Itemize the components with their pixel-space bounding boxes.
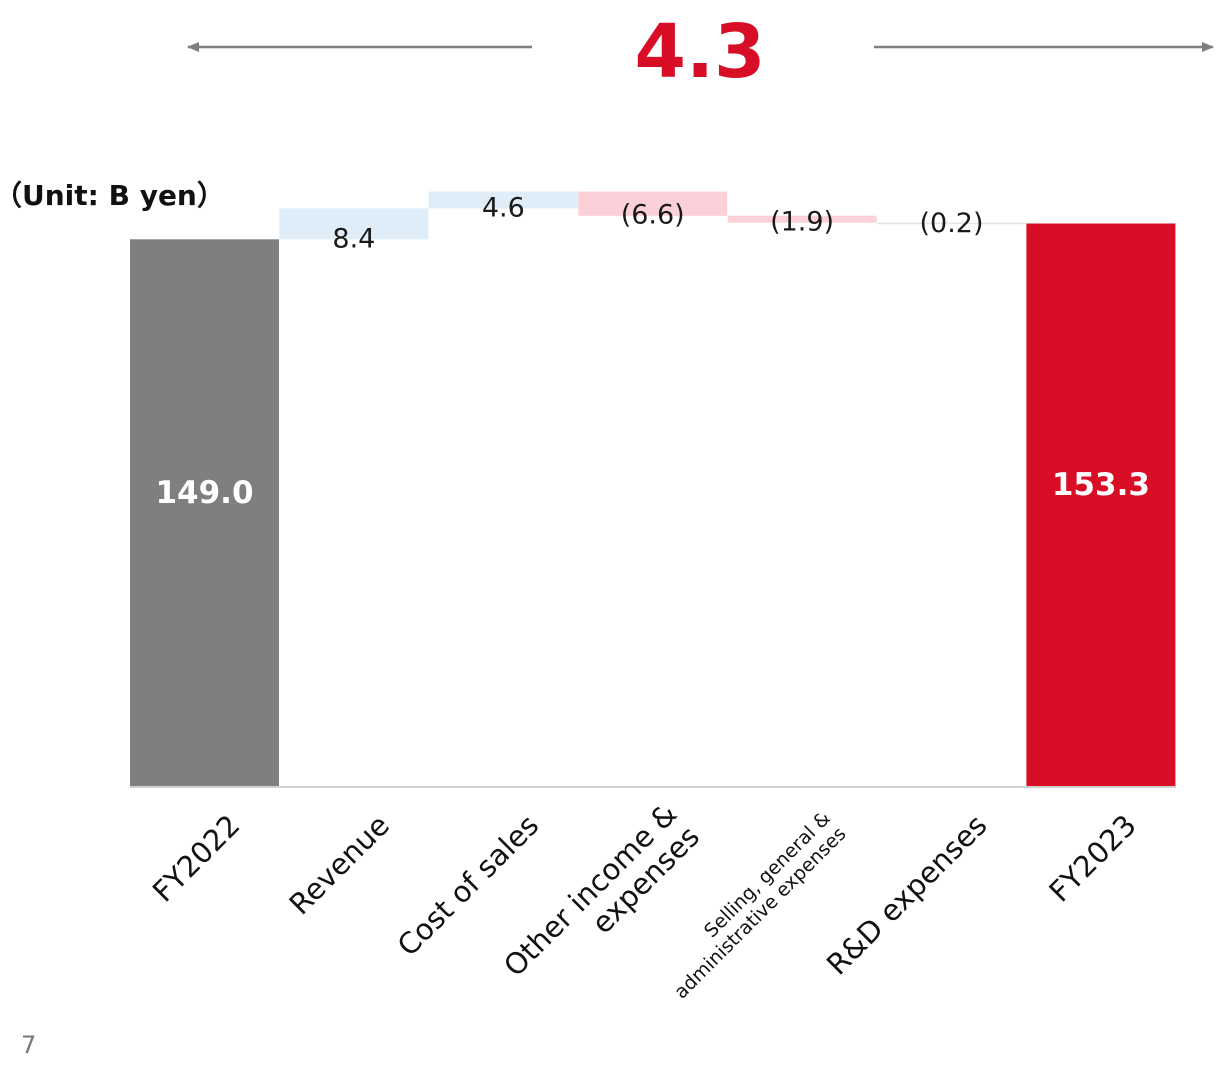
total-bar-fy2023 xyxy=(1026,223,1176,787)
delta-value-label: 4.6 xyxy=(482,192,525,223)
delta-bar xyxy=(578,191,728,216)
bar-labels-group: 149.0 8.4 4.6 (6.6) (1.9) (0.2) 153.3 xyxy=(155,192,1149,511)
delta-value-label: (6.6) xyxy=(621,200,685,231)
unit-label: （Unit: B yen） xyxy=(0,179,225,212)
total-bar-fy2022 xyxy=(130,239,279,788)
total-value-label: 153.3 xyxy=(1052,467,1150,503)
category-label: Revenue xyxy=(283,808,396,921)
category-label: FY2023 xyxy=(1042,808,1143,909)
delta-bar xyxy=(727,215,877,223)
total-value-label: 149.0 xyxy=(155,475,253,511)
bars-group xyxy=(130,191,1176,788)
category-label-line: FY2022 xyxy=(146,808,247,909)
headline-value: 4.3 xyxy=(634,9,765,95)
delta-bar xyxy=(428,191,578,209)
delta-bar xyxy=(279,208,429,240)
category-label-line: FY2023 xyxy=(1042,808,1143,909)
category-label-line: Selling, general & xyxy=(700,807,835,942)
category-label: FY2022 xyxy=(146,808,247,909)
page-number: 7 xyxy=(21,1031,36,1059)
delta-value-label: (1.9) xyxy=(770,207,834,238)
delta-value-label: (0.2) xyxy=(919,208,983,239)
category-label-line: Revenue xyxy=(283,808,396,921)
delta-value-label: 8.4 xyxy=(332,223,375,254)
